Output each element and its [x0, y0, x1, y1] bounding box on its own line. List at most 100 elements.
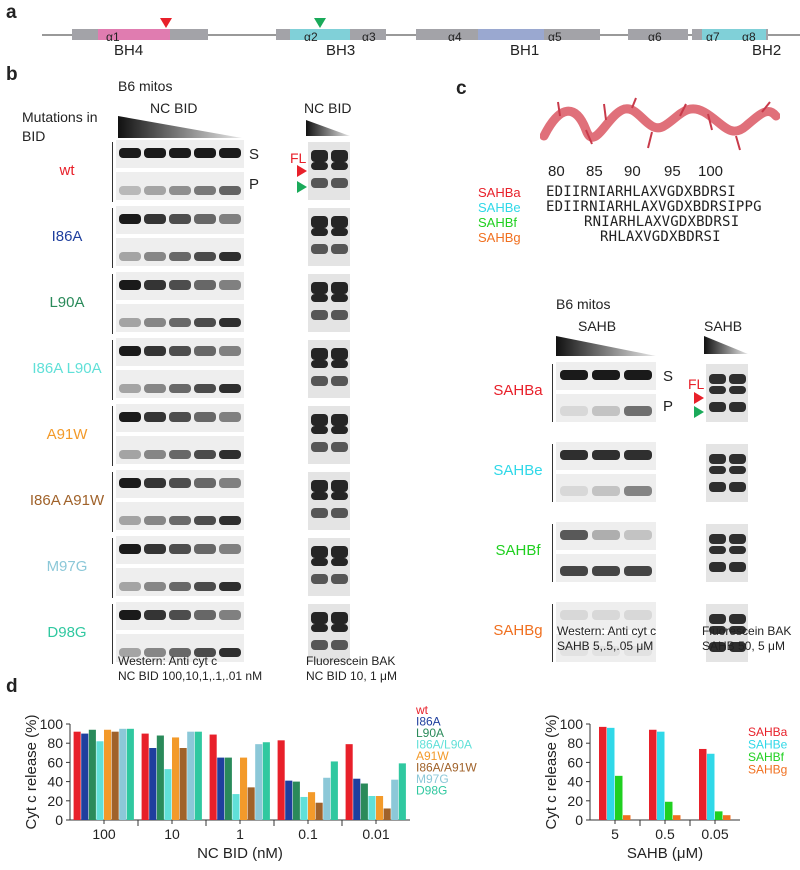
bar	[607, 727, 615, 820]
x-tick-label: 10	[164, 826, 180, 842]
bak-blot	[706, 604, 748, 662]
bar	[353, 778, 361, 820]
bar	[657, 731, 665, 820]
legend-entry: I86A/A91W	[416, 761, 477, 775]
helix-label: α6	[648, 30, 662, 44]
legend-entry: M97G	[416, 772, 449, 786]
bak-blot	[308, 472, 350, 530]
bar	[599, 726, 607, 820]
peptide-sequence: RHLAXVGDXBDRSI	[600, 229, 721, 245]
bak-blot	[706, 364, 748, 422]
position-label: 95	[664, 163, 681, 180]
y-tick-label: 20	[47, 793, 63, 809]
bar	[104, 729, 112, 820]
mutation-label: A91W	[46, 426, 88, 443]
x-tick-label: 0.05	[701, 826, 728, 842]
helix-label: α1	[106, 30, 120, 44]
y-tick-label: 60	[47, 754, 63, 770]
bar	[126, 728, 134, 820]
bar	[315, 802, 323, 820]
bar	[224, 757, 232, 820]
bid-domain-map: α1 α2 α3 α4 α5 α6 α7 α8 BH4 BH3 BH1 BH2	[0, 0, 800, 62]
panel-a-label: a	[6, 2, 17, 23]
western-blot-s	[116, 140, 244, 168]
western-blot-p	[116, 172, 244, 200]
peptide-row-label: SAHBe	[493, 462, 543, 479]
y-tick-label: 40	[567, 774, 583, 790]
mutation-label: I86A	[51, 228, 83, 245]
red-triangle-marker	[160, 18, 172, 28]
x-axis-title: NC BID (nM)	[197, 845, 283, 862]
bar	[262, 742, 270, 820]
bar	[665, 801, 673, 820]
bak-blot	[308, 406, 350, 464]
position-label: 85	[586, 163, 603, 180]
bar	[172, 737, 180, 820]
western-blot-p	[116, 436, 244, 464]
peptide-row-label: SAHBa	[493, 382, 543, 399]
position-label: 100	[698, 163, 724, 180]
bak-blot	[706, 444, 748, 502]
y-axis-title: Cyt c release (%)	[23, 714, 40, 829]
bar	[383, 808, 391, 820]
legend-entry: SAHBe	[748, 738, 788, 752]
y-tick-label: 80	[567, 735, 583, 751]
bak-caption-b: Fluorescein BAK	[306, 654, 396, 668]
red-arrow-icon	[694, 392, 704, 404]
peptide-sequence: RNIARHLAXVGDXBDRSI	[584, 214, 740, 230]
legend-entry: SAHBa	[748, 725, 788, 739]
peptide-name: SAHBa	[478, 185, 521, 200]
x-tick-label: 5	[611, 826, 619, 842]
red-arrow-icon	[297, 165, 307, 177]
bak-blot	[706, 524, 748, 582]
bar	[323, 777, 331, 820]
mutation-label: wt	[59, 162, 75, 179]
western-blot-s	[116, 404, 244, 432]
mutation-label: I86A A91W	[29, 492, 105, 509]
western-conc-b: NC BID 100,10,1,.1,.01 nM	[118, 669, 263, 683]
western-blot-s	[116, 536, 244, 564]
western-blot-s	[116, 338, 244, 366]
x-tick-label: 0.01	[362, 826, 389, 842]
western-blot-s	[556, 602, 656, 630]
nc-bid-bak-title: NC BID	[304, 100, 352, 116]
bak-blot	[308, 274, 350, 332]
helix-label: α7	[706, 30, 720, 44]
legend-entry: wt	[415, 703, 429, 717]
y-tick-label: 100	[40, 716, 64, 732]
western-blot-p	[556, 554, 656, 582]
mutation-label: D98G	[47, 624, 87, 641]
bar	[149, 748, 157, 820]
b6-mitos-title-c: B6 mitos	[556, 296, 611, 312]
bar	[699, 748, 707, 820]
bar	[255, 744, 263, 820]
sahb-title: SAHB	[578, 318, 617, 334]
western-blot-s	[116, 470, 244, 498]
y-tick-label: 20	[567, 793, 583, 809]
bar	[88, 729, 96, 820]
mutation-label: L90A	[49, 294, 85, 311]
domain-label-bh2: BH2	[752, 42, 782, 59]
y-tick-label: 40	[47, 774, 63, 790]
panel-b-label: b	[6, 64, 18, 85]
bar	[119, 728, 127, 820]
western-blot-p	[116, 370, 244, 398]
bar	[368, 796, 376, 820]
bar	[715, 811, 723, 820]
peptide-name: SAHBe	[478, 200, 521, 215]
helix-label: α2	[304, 30, 318, 44]
peptide-sequence: EDIIRNIARHLAXVGDXBDRSI	[546, 184, 736, 200]
peptide-row-label: SAHBg	[493, 622, 543, 639]
label-p: P	[249, 176, 260, 193]
bar	[345, 744, 353, 820]
western-blot-p	[556, 474, 656, 502]
bar	[194, 731, 202, 820]
bar	[217, 757, 225, 820]
label-fl: FL	[290, 150, 307, 166]
panel-c-label: c	[456, 78, 467, 99]
western-blot-p	[116, 634, 244, 662]
bar	[164, 769, 172, 820]
bar	[391, 779, 399, 820]
domain-label-bh3: BH3	[326, 42, 356, 59]
